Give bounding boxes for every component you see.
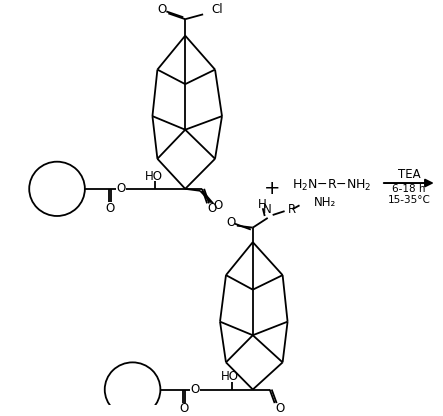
Text: O: O bbox=[207, 202, 217, 215]
Text: O: O bbox=[226, 216, 236, 229]
Text: O: O bbox=[214, 199, 223, 212]
Text: O: O bbox=[190, 383, 200, 396]
Text: O: O bbox=[116, 182, 125, 196]
Text: O: O bbox=[275, 402, 284, 416]
Text: R: R bbox=[288, 203, 296, 216]
Text: HO: HO bbox=[144, 170, 163, 183]
Text: O: O bbox=[179, 402, 189, 416]
Text: O: O bbox=[105, 202, 114, 215]
Text: Cl: Cl bbox=[211, 3, 223, 16]
Text: 6-18 h: 6-18 h bbox=[392, 184, 426, 194]
Text: TEA: TEA bbox=[397, 168, 420, 181]
Text: NH₂: NH₂ bbox=[313, 196, 336, 209]
Text: H: H bbox=[258, 198, 267, 211]
Text: HO: HO bbox=[221, 370, 239, 384]
Text: 15-35°C: 15-35°C bbox=[387, 196, 430, 206]
Text: O: O bbox=[158, 3, 167, 16]
Text: H$_2$N$-$R$-$NH$_2$: H$_2$N$-$R$-$NH$_2$ bbox=[291, 178, 371, 193]
Text: N: N bbox=[263, 203, 272, 216]
Text: +: + bbox=[264, 179, 280, 198]
